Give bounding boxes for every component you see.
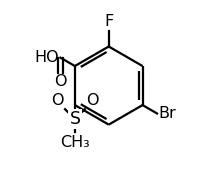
Text: CH₃: CH₃ bbox=[60, 135, 90, 150]
Text: O: O bbox=[54, 74, 67, 89]
Text: O: O bbox=[86, 93, 98, 108]
Text: O: O bbox=[52, 93, 64, 108]
Text: Br: Br bbox=[159, 106, 176, 121]
Text: HO: HO bbox=[34, 50, 59, 65]
Text: S: S bbox=[69, 110, 80, 128]
Text: F: F bbox=[104, 14, 113, 29]
